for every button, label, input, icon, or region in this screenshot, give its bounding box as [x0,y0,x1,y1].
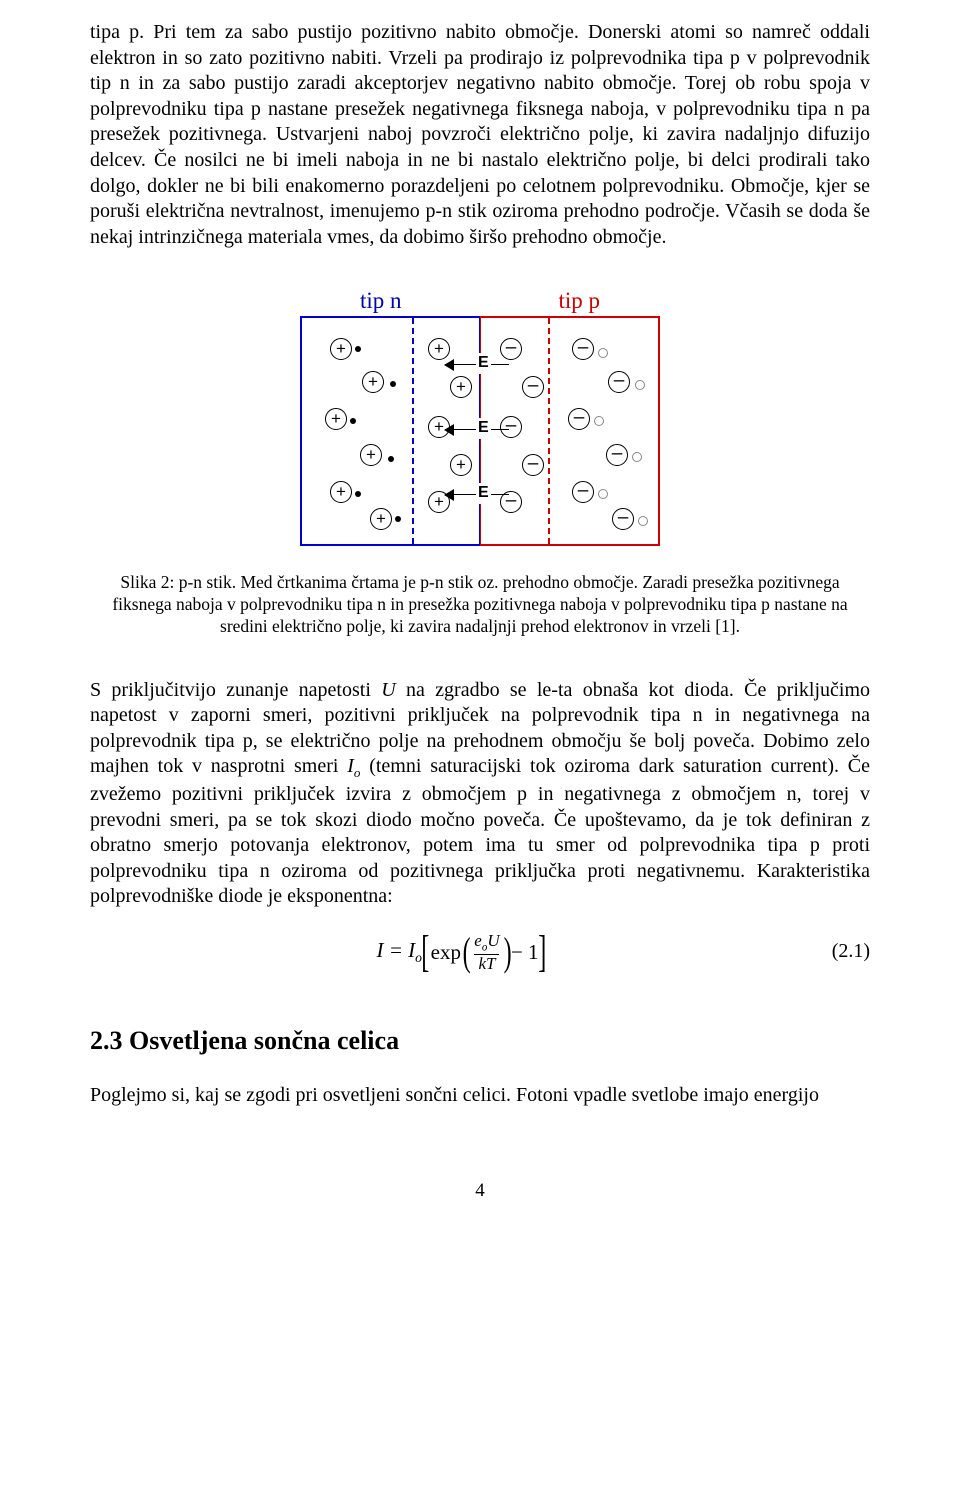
eq-lhs: I = Io [376,937,422,967]
body-paragraph-3: Poglejmo si, kaj se zgodi pri osvetljeni… [90,1083,870,1109]
efield-label: E [476,483,491,503]
efield-arrow-icon: E [445,421,515,439]
figure-label-tip-n: tip n [360,286,402,315]
equation-2-1: I = Io [ exp ( eoU kT ) − 1 ] (2.1) [90,930,870,974]
right-paren-icon: ) [503,932,511,972]
eq-minus-one: − 1 [511,939,539,966]
eq-fraction: eoU kT [472,932,501,973]
pn-junction-box: + + + + + + + + + + + – – [300,316,660,546]
figure-label-tip-p: tip p [558,286,600,315]
eq-exp: exp [431,939,461,966]
depletion-edge-p [548,318,550,544]
efield-arrow-icon: E [445,356,515,374]
variable-U: U [381,679,395,701]
section-heading-2-3: 2.3 Osvetljena sončna celica [90,1024,870,1057]
left-bracket-icon: [ [421,930,429,974]
left-paren-icon: ( [463,932,471,972]
page-number: 4 [90,1179,870,1203]
efield-label: E [476,418,491,438]
figure-caption: Slika 2: p-n stik. Med črtkanima črtama … [90,572,870,638]
text-run: (temni saturacijski tok oziroma dark sat… [90,755,870,907]
efield-arrow-icon: E [445,486,515,504]
figure-pn-junction: tip n tip p + + + + + + [90,286,870,554]
body-paragraph-1: tipa p. Pri tem za sabo pustijo pozitivn… [90,20,870,250]
body-paragraph-2: S priključitvijo zunanje napetosti U na … [90,678,870,910]
equation-number: (2.1) [832,939,870,965]
efield-label: E [476,353,491,373]
depletion-edge-n [412,318,414,544]
text-run: S priključitvijo zunanje napetosti [90,679,381,701]
right-bracket-icon: ] [538,930,546,974]
variable-Io: Io [347,755,360,777]
